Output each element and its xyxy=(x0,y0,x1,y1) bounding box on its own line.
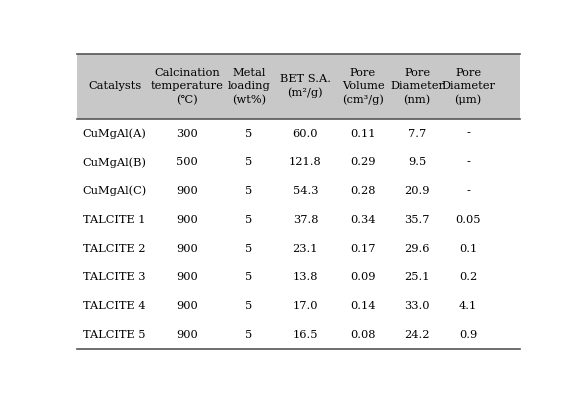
Text: CuMgAl(C): CuMgAl(C) xyxy=(83,186,147,196)
Text: 5: 5 xyxy=(245,272,252,282)
Text: 5: 5 xyxy=(245,244,252,254)
Text: -: - xyxy=(466,157,470,168)
Bar xyxy=(78,53,520,119)
Text: 23.1: 23.1 xyxy=(293,244,318,254)
Text: Pore
Diameter
(nm): Pore Diameter (nm) xyxy=(390,68,444,105)
Text: TALCITE 3: TALCITE 3 xyxy=(83,272,145,282)
Text: 5: 5 xyxy=(245,186,252,196)
Text: 0.09: 0.09 xyxy=(350,272,375,282)
Text: 33.0: 33.0 xyxy=(405,301,430,311)
Text: -: - xyxy=(466,186,470,196)
Text: 60.0: 60.0 xyxy=(293,129,318,139)
Text: 900: 900 xyxy=(176,272,198,282)
Text: Pore
Volume
(cm³/g): Pore Volume (cm³/g) xyxy=(342,68,384,105)
Text: 16.5: 16.5 xyxy=(293,330,318,340)
Text: 13.8: 13.8 xyxy=(293,272,318,282)
Text: 5: 5 xyxy=(245,330,252,340)
Text: 500: 500 xyxy=(176,157,198,168)
Text: 0.11: 0.11 xyxy=(350,129,375,139)
Text: 0.28: 0.28 xyxy=(350,186,375,196)
Text: -: - xyxy=(466,129,470,139)
Text: 0.14: 0.14 xyxy=(350,301,375,311)
Text: TALCITE 5: TALCITE 5 xyxy=(83,330,145,340)
Text: 5: 5 xyxy=(245,129,252,139)
Text: 0.9: 0.9 xyxy=(459,330,477,340)
Text: 900: 900 xyxy=(176,186,198,196)
Text: 4.1: 4.1 xyxy=(459,301,477,311)
Text: Catalysts: Catalysts xyxy=(89,82,142,91)
Text: 35.7: 35.7 xyxy=(405,215,430,225)
Text: 7.7: 7.7 xyxy=(408,129,426,139)
Text: TALCITE 4: TALCITE 4 xyxy=(83,301,145,311)
Text: Metal
loading
(wt%): Metal loading (wt%) xyxy=(227,68,271,105)
Text: 900: 900 xyxy=(176,244,198,254)
Text: CuMgAl(B): CuMgAl(B) xyxy=(83,157,147,168)
Text: 0.2: 0.2 xyxy=(459,272,477,282)
Text: 0.05: 0.05 xyxy=(455,215,481,225)
Text: 121.8: 121.8 xyxy=(289,157,322,168)
Text: 0.1: 0.1 xyxy=(459,244,477,254)
Text: 29.6: 29.6 xyxy=(405,244,430,254)
Text: 25.1: 25.1 xyxy=(405,272,430,282)
Bar xyxy=(78,119,520,349)
Text: 300: 300 xyxy=(176,129,198,139)
Text: 0.34: 0.34 xyxy=(350,215,375,225)
Text: 900: 900 xyxy=(176,215,198,225)
Text: 37.8: 37.8 xyxy=(293,215,318,225)
Text: 0.08: 0.08 xyxy=(350,330,375,340)
Text: 54.3: 54.3 xyxy=(293,186,318,196)
Text: CuMgAl(A): CuMgAl(A) xyxy=(83,128,147,139)
Text: TALCITE 1: TALCITE 1 xyxy=(83,215,145,225)
Text: 17.0: 17.0 xyxy=(293,301,318,311)
Text: 900: 900 xyxy=(176,330,198,340)
Text: 5: 5 xyxy=(245,215,252,225)
Text: Calcination
temperature
(℃): Calcination temperature (℃) xyxy=(150,68,223,105)
Text: 0.17: 0.17 xyxy=(350,244,375,254)
Text: 5: 5 xyxy=(245,157,252,168)
Text: TALCITE 2: TALCITE 2 xyxy=(83,244,145,254)
Text: 900: 900 xyxy=(176,301,198,311)
Text: 20.9: 20.9 xyxy=(405,186,430,196)
Text: BET S.A.
(m²/g): BET S.A. (m²/g) xyxy=(280,74,331,98)
Text: 9.5: 9.5 xyxy=(408,157,426,168)
Text: Pore
Diameter
(μm): Pore Diameter (μm) xyxy=(441,68,495,105)
Text: 24.2: 24.2 xyxy=(405,330,430,340)
Text: 0.29: 0.29 xyxy=(350,157,375,168)
Text: 5: 5 xyxy=(245,301,252,311)
